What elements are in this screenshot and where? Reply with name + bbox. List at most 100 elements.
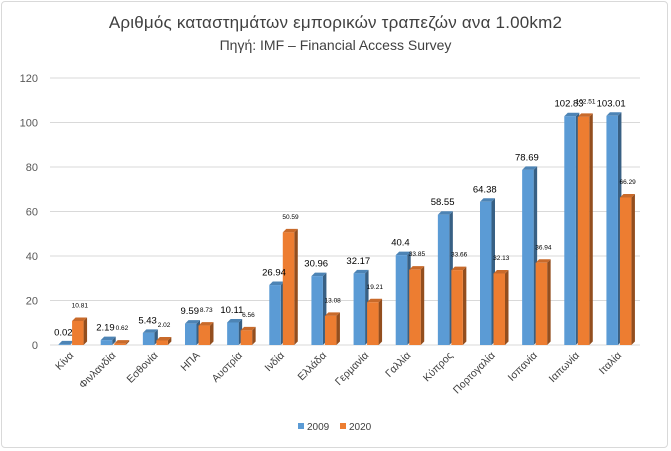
y-tick-label: 40 [26, 251, 38, 263]
bar-2020-10 [493, 270, 509, 345]
bar-2020-3 [198, 322, 214, 345]
bar-front [535, 262, 548, 345]
x-category-label: Ιαπωνία [547, 350, 582, 385]
bar-side [167, 337, 172, 345]
data-label-2020: 19.21 [367, 284, 384, 291]
legend-swatch [298, 423, 304, 429]
bar-front [522, 169, 534, 345]
data-labels: 0.02 2.19 5.43 9.59 10.11 26.94 30.96 32.17 40.4… [54, 98, 636, 338]
bar-2009-12 [564, 112, 580, 345]
legend-item-2009: 2009 [298, 422, 330, 433]
x-category-label: Ινδία [263, 350, 287, 374]
x-category-label: Αυστρία [210, 350, 245, 385]
bar-side [252, 326, 256, 345]
bar-front [395, 255, 408, 345]
bar-top [72, 317, 88, 321]
x-category-label: Φινλανδία [77, 350, 118, 391]
bar-2009-13 [606, 112, 622, 345]
data-label-2020: 32.13 [493, 255, 510, 262]
bar-front [564, 116, 576, 345]
bar-top [395, 251, 411, 256]
bar-top [58, 340, 74, 345]
bar-2009-7 [353, 269, 369, 345]
bar-2009-1 [100, 336, 116, 345]
bar-front [367, 302, 379, 345]
gridlines [50, 77, 640, 346]
bar-front [577, 116, 590, 345]
data-label-2009: 103.01 [597, 98, 626, 109]
x-category-label: Εσθονία [125, 350, 161, 386]
data-label-2020: 36.94 [535, 244, 552, 251]
bar-front [58, 344, 71, 345]
data-label-2009: 9.59 [181, 306, 200, 317]
data-label-2009: 0.02 [54, 327, 73, 338]
bars [58, 112, 635, 345]
bar-front [353, 273, 366, 345]
y-tick-label: 80 [26, 162, 38, 174]
bar-top [606, 112, 622, 116]
bar-front [619, 197, 632, 345]
bar-2020-9 [451, 266, 467, 345]
bar-2009-9 [437, 211, 453, 345]
bar-2020-2 [156, 337, 172, 345]
bar-2020-11 [535, 259, 551, 345]
x-category-label: Γαλλία [383, 350, 413, 380]
bar-top [269, 281, 285, 286]
bar-2009-2 [142, 329, 158, 345]
bar-front [324, 315, 337, 345]
bar-side [336, 312, 340, 345]
bar-top [114, 340, 130, 344]
data-label-2020: 13.08 [325, 297, 342, 304]
data-label-2020: 33.66 [451, 252, 468, 259]
bar-front [100, 340, 113, 345]
data-label-2009: 58.55 [431, 197, 455, 208]
data-label-2009: 78.69 [515, 152, 539, 163]
data-label-2009: 2.19 [96, 323, 115, 334]
y-tick-label: 0 [32, 340, 38, 352]
x-category-label: Γερμανία [333, 350, 371, 388]
bar-2020-13 [619, 194, 635, 345]
data-label-2009: 102.83 [555, 99, 584, 110]
x-category-label: Ελλάδα [296, 350, 329, 383]
data-label-2020: 50.59 [282, 214, 299, 221]
bar-2009-10 [480, 198, 495, 345]
y-tick-label: 60 [26, 207, 38, 219]
bar-2009-5 [269, 281, 285, 345]
bar-side [210, 322, 214, 345]
bar-top [535, 259, 551, 263]
data-label-2009: 40.4 [391, 238, 410, 249]
bar-top [353, 269, 369, 274]
x-category-label: ΗΠΑ [178, 350, 202, 374]
data-label-2020: 8.73 [200, 307, 213, 314]
x-category-label: Κύπρος [421, 350, 456, 385]
chart-title: Αριθμός καταστημάτων εμπορικών τραπεζών … [108, 13, 563, 32]
bar-top [451, 266, 467, 271]
bar-side [125, 340, 130, 345]
y-tick-label: 100 [20, 118, 38, 130]
bar-2020-6 [324, 312, 340, 345]
bar-front [156, 340, 168, 345]
bar-top [409, 266, 425, 270]
data-label-2009: 64.38 [473, 184, 497, 195]
bar-front [198, 325, 210, 345]
bar-side [631, 194, 635, 345]
bar-front [185, 323, 197, 345]
data-label-2020: 6.56 [242, 312, 255, 319]
data-label-2009: 32.17 [346, 256, 370, 267]
data-label-2020: 10.81 [72, 302, 89, 309]
bar-top [198, 322, 214, 326]
bar-side [462, 266, 467, 345]
bar-top [100, 336, 116, 341]
bar-2009-3 [185, 320, 200, 345]
y-tick-label: 120 [20, 73, 38, 85]
x-category-label: Ισπανία [506, 350, 540, 384]
bar-2020-5 [282, 228, 298, 345]
bar-top [311, 272, 327, 277]
bar-front [451, 270, 463, 345]
bar-2020-0 [72, 317, 88, 345]
bar-side [294, 228, 298, 345]
bar-top [577, 113, 593, 117]
bar-side [505, 270, 509, 345]
